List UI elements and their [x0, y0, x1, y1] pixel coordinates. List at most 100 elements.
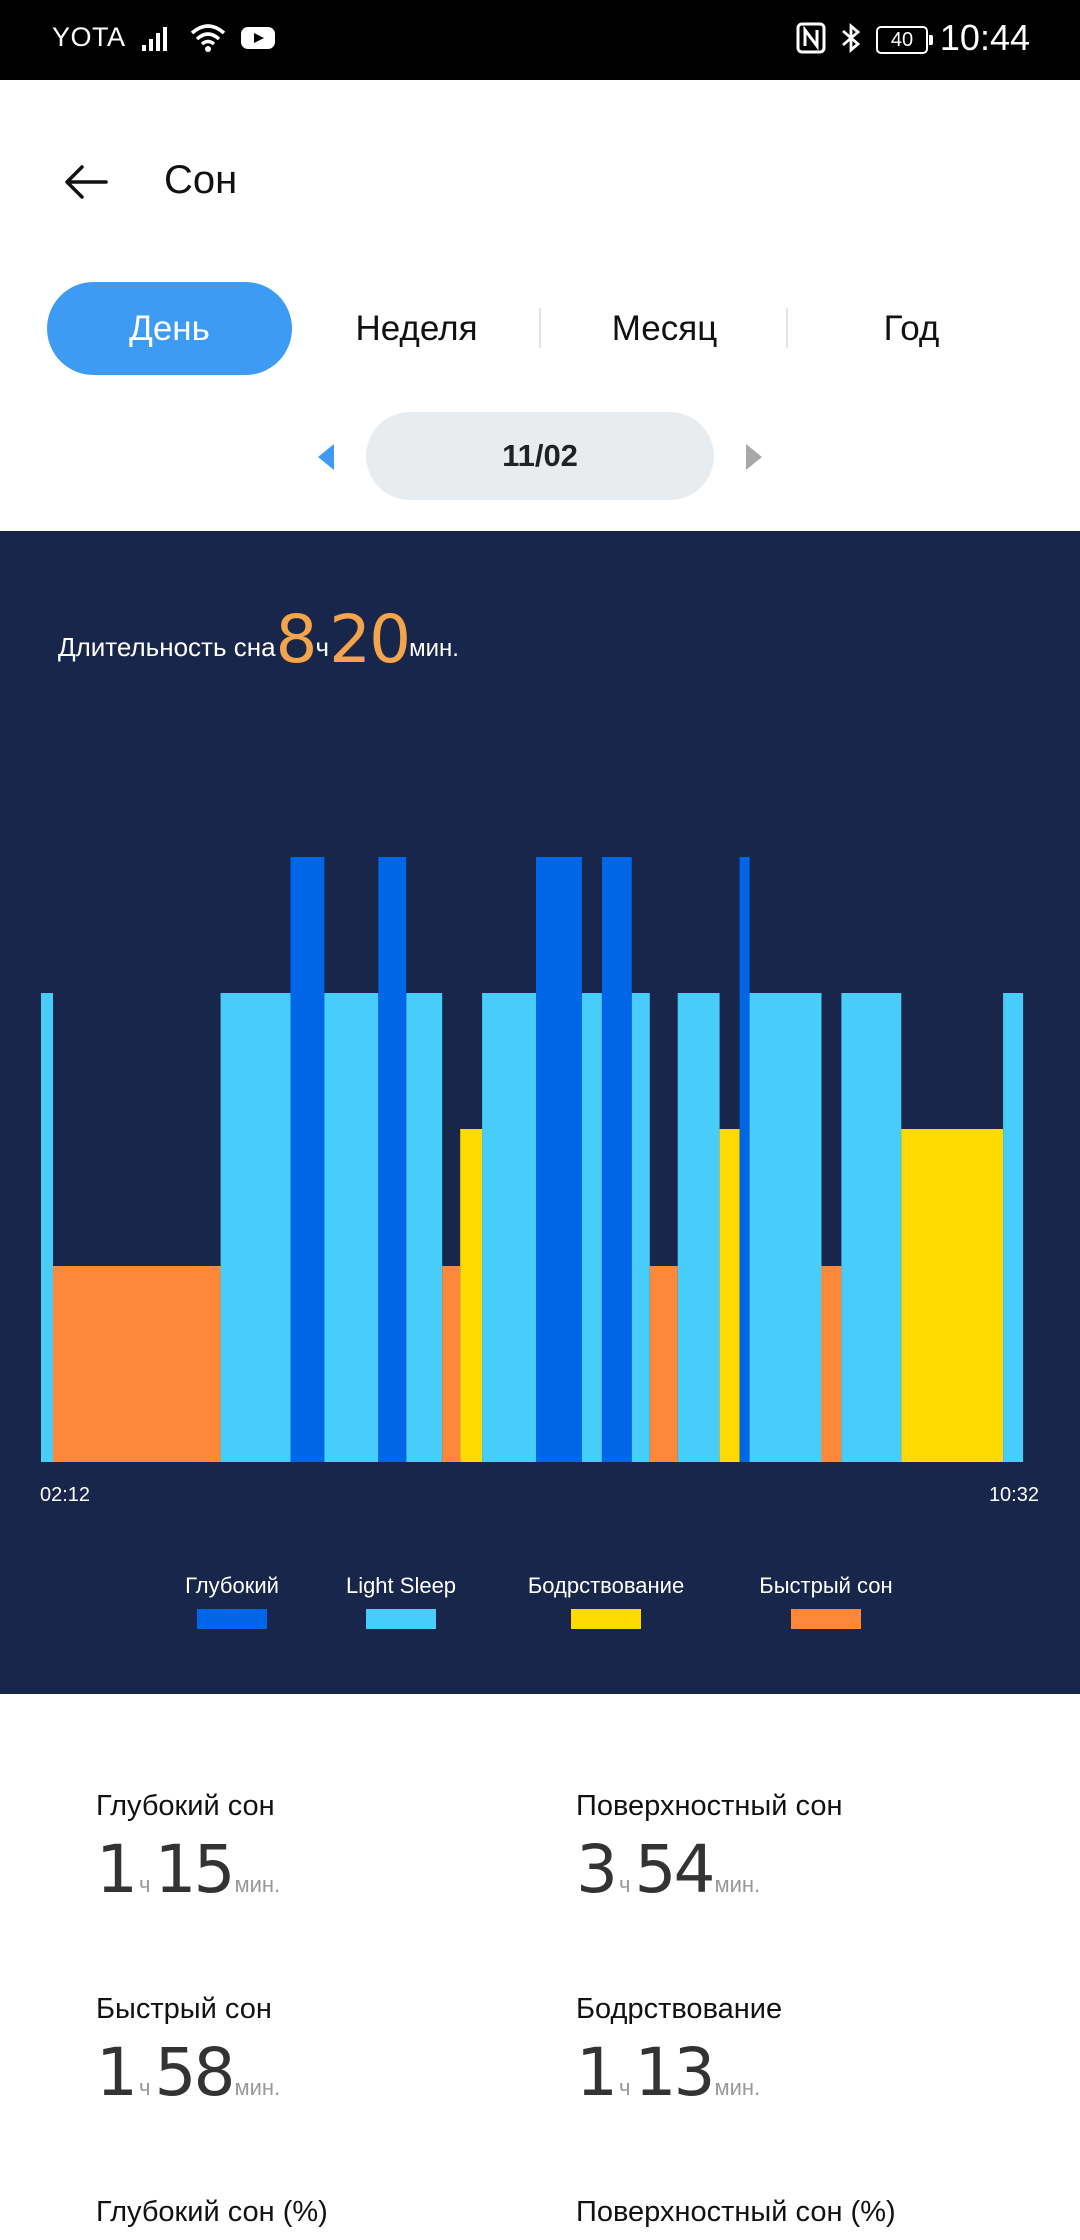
sleep-segment-rem — [649, 1266, 678, 1462]
stat-hours-unit: ч — [619, 1872, 631, 1897]
stat-minutes: 13 — [634, 2034, 715, 2111]
stat-hours: 1 — [576, 2034, 618, 2111]
hours-unit: ч — [315, 632, 330, 662]
sleep-segment-awake — [901, 1129, 1004, 1462]
stat-minutes: 58 — [154, 2034, 235, 2111]
sleep-segment-awake — [719, 1129, 740, 1462]
stat-minutes-unit: мин. — [234, 2075, 281, 2100]
sleep-segment-rem — [821, 1266, 842, 1462]
sleep-segment-deep — [739, 857, 750, 1462]
sleep-segment-rem — [53, 1266, 221, 1462]
sleep-segment-awake — [460, 1129, 483, 1462]
legend-label: Бодрствование — [527, 1573, 685, 1598]
stat-value: 1 ч58мин. — [96, 2034, 280, 2111]
stat-awake: Бодрствование 1 ч13мин. — [576, 1993, 782, 2111]
tab-divider — [539, 308, 541, 348]
stat-light-sleep: Поверхностный сон 3 ч54мин. — [576, 1790, 843, 1908]
stat-light-sleep-percent: Поверхностный сон (%) — [576, 2196, 896, 2229]
legend-swatch — [571, 1609, 641, 1629]
sleep-segment-deep — [601, 857, 632, 1462]
status-icons-left — [140, 22, 276, 58]
date-navigator: 11/02 — [0, 412, 1080, 502]
stat-deep-sleep-percent: Глубокий сон (%) — [96, 2196, 328, 2229]
status-bar: YOTA — [0, 0, 1080, 80]
stat-value: 1 ч13мин. — [576, 2034, 782, 2111]
triangle-left-icon — [318, 444, 334, 470]
previous-date-button[interactable] — [312, 440, 342, 474]
sleep-segment-light — [581, 993, 602, 1462]
stat-hours-unit: ч — [139, 1872, 151, 1897]
period-tabs: День Неделя Месяц Год — [47, 282, 1035, 375]
carrier-name: YOTA — [52, 22, 126, 52]
sleep-segment-deep — [378, 857, 407, 1462]
tab-week[interactable]: Неделя — [355, 309, 478, 348]
sleep-duration-minutes: 20 — [329, 601, 411, 678]
stat-minutes-unit: мин. — [234, 1872, 281, 1897]
tab-day[interactable]: День — [47, 282, 292, 375]
stat-rem-sleep: Быстрый сон 1 ч58мин. — [96, 1993, 280, 2111]
youtube-icon — [240, 24, 276, 57]
current-date[interactable]: 11/02 — [366, 412, 714, 500]
sleep-segment-light — [841, 993, 902, 1462]
signal-icon — [140, 23, 176, 58]
sleep-duration-hours: 8 — [275, 601, 318, 678]
tab-divider — [786, 308, 788, 348]
stat-minutes-unit: мин. — [714, 1872, 761, 1897]
sleep-duration: Длительность сна8ч20мин. — [58, 601, 459, 678]
sleep-stage-chart — [41, 857, 1024, 1462]
stat-label: Поверхностный сон — [576, 1790, 843, 1822]
legend-label: Быстрый сон — [759, 1573, 893, 1598]
page-title: Сон — [164, 158, 238, 202]
sleep-segment-deep — [290, 857, 325, 1462]
sleep-chart-panel: Длительность сна8ч20мин. 02:12 10:32 Глу… — [0, 531, 1080, 1694]
sleep-segment-light — [482, 993, 536, 1462]
legend-awake: Бодрствование — [514, 1573, 698, 1629]
back-button[interactable] — [58, 155, 112, 209]
stat-label: Поверхностный сон (%) — [576, 2196, 896, 2228]
x-axis-end-label: 10:32 — [988, 1484, 1039, 1506]
sleep-segment-light — [1003, 993, 1024, 1462]
bluetooth-icon — [840, 22, 862, 59]
x-axis-start-label: 02:12 — [40, 1484, 91, 1506]
stat-minutes: 15 — [154, 1831, 235, 1908]
legend-swatch — [366, 1609, 436, 1629]
sleep-segment-light — [749, 993, 822, 1462]
sleep-segment-light — [324, 993, 379, 1462]
stat-minutes: 54 — [634, 1831, 715, 1908]
tab-month[interactable]: Месяц — [611, 309, 718, 348]
stat-hours: 3 — [576, 1831, 618, 1908]
sleep-segment-light — [406, 993, 443, 1462]
stat-hours: 1 — [96, 1831, 138, 1908]
status-icons-right: 40 — [796, 20, 933, 60]
tab-year[interactable]: Год — [883, 309, 940, 348]
stat-hours-unit: ч — [139, 2075, 151, 2100]
nfc-icon — [796, 22, 826, 59]
stat-minutes-unit: мин. — [714, 2075, 761, 2100]
stat-hours: 1 — [96, 2034, 138, 2111]
sleep-segment-light — [677, 993, 720, 1462]
sleep-duration-label: Длительность сна — [58, 632, 276, 662]
battery-icon: 40 — [876, 26, 933, 54]
sleep-segment-light — [220, 993, 291, 1462]
sleep-segment-light — [41, 993, 53, 1462]
legend-label: Light Sleep — [345, 1573, 457, 1598]
legend-light: Light Sleep — [330, 1573, 472, 1629]
stat-label: Глубокий сон — [96, 1790, 275, 1822]
legend-label: Глубокий — [185, 1573, 279, 1598]
stat-hours-unit: ч — [619, 2075, 631, 2100]
arrow-left-icon — [65, 165, 108, 199]
stat-label: Глубокий сон (%) — [96, 2196, 328, 2228]
status-time: 10:44 — [939, 17, 1030, 58]
next-date-button[interactable] — [738, 440, 768, 474]
legend-rem: Быстрый сон — [740, 1573, 912, 1629]
wifi-icon — [190, 23, 226, 58]
triangle-right-icon — [746, 444, 762, 470]
stat-label: Быстрый сон — [96, 1993, 272, 2025]
app-header: Сон — [0, 80, 1080, 202]
minutes-unit: мин. — [409, 635, 459, 662]
stat-value: 1 ч15мин. — [96, 1831, 280, 1908]
legend-swatch — [197, 1609, 267, 1629]
legend-deep: Глубокий — [172, 1573, 292, 1629]
sleep-segment-light — [631, 993, 650, 1462]
stat-deep-sleep: Глубокий сон 1 ч15мин. — [96, 1790, 280, 1908]
